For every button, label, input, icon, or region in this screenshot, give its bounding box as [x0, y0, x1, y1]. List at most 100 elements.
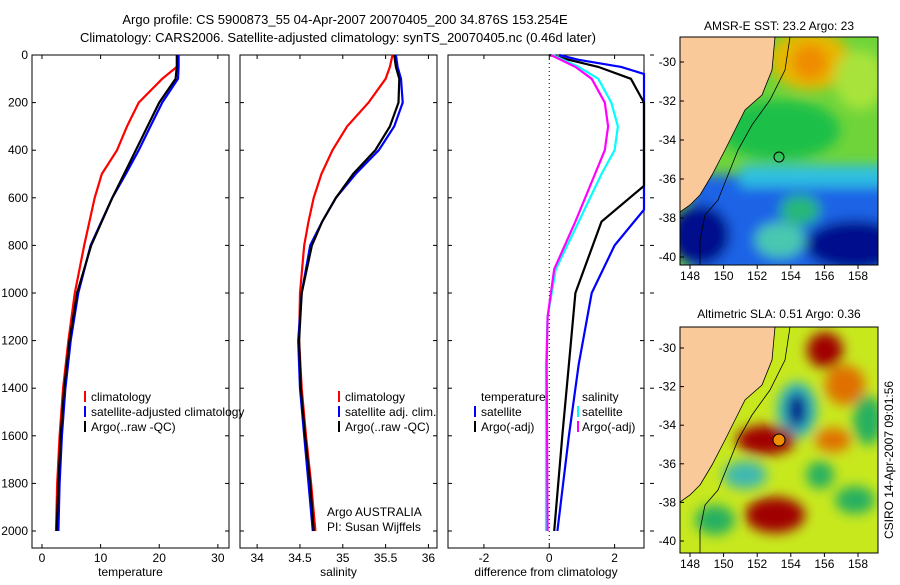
x-axis-label: temperature — [98, 565, 163, 579]
legend-label: satellite adj. clim. — [345, 405, 436, 419]
legend-marker-sal-argo — [577, 421, 579, 432]
lon-tick-label: 150 — [714, 269, 734, 283]
x-tick-label: 30 — [211, 551, 225, 565]
x-tick-label: -2 — [479, 551, 490, 565]
legend-marker-argo — [84, 421, 86, 432]
x-axis-label: difference from climatology — [474, 565, 617, 579]
legend-marker-satellite — [338, 406, 340, 417]
x-tick-label: 34.5 — [288, 551, 312, 565]
legend-marker-climatology — [338, 391, 340, 402]
panel-1: 0 200 400 600 800 1000 1200 1400 1600 1800 2000 0 10… — [1, 48, 230, 579]
legend-marker-climatology — [84, 391, 86, 402]
legend-label: satellite — [582, 405, 623, 419]
lat-tick-label: -38 — [659, 495, 677, 509]
y-tick-label: 1000 — [1, 286, 28, 300]
series-temperature-satellite — [556, 53, 646, 532]
axes-frame — [239, 54, 438, 549]
sst-map — [680, 37, 878, 265]
legend-title-salinity: salinity — [582, 390, 619, 404]
legend-marker-sal-satellite — [577, 406, 579, 417]
land — [680, 37, 776, 213]
lat-tick-label: -30 — [659, 55, 677, 69]
legend-label: Argo(..raw -QC) — [91, 420, 176, 434]
lon-tick-label: 154 — [781, 557, 801, 571]
x-tick-label: 0 — [546, 551, 553, 565]
legend-salinity: climatology satellite adj. clim. Argo(..… — [327, 390, 436, 534]
legend-temperature: climatology satellite-adjusted climatolo… — [84, 390, 244, 434]
lon-tick-label: 158 — [848, 557, 868, 571]
lat-tick-label: -32 — [659, 94, 677, 108]
legend-title-temperature: temperature — [481, 390, 546, 404]
x-tick-label: 10 — [94, 551, 108, 565]
y-tick-label: 200 — [8, 96, 28, 110]
sla-map — [680, 327, 878, 553]
lon-tick-label: 156 — [814, 557, 834, 571]
lat-tick-label: -36 — [659, 457, 677, 471]
footer-credit: CSIRO 14-Apr-2007 09:01:56 — [882, 381, 896, 539]
sla-map-frame — [679, 326, 879, 554]
lat-tick-label: -34 — [659, 418, 677, 432]
lon-tick-label: 152 — [747, 557, 767, 571]
legend-label: climatology — [345, 390, 405, 404]
lon-tick-label: 152 — [747, 269, 767, 283]
y-tick-label: 1400 — [1, 381, 28, 395]
lat-tick-label: -40 — [659, 534, 677, 548]
lat-tick-label: -38 — [659, 211, 677, 225]
lon-tick-label: 156 — [814, 269, 834, 283]
float-marker — [773, 151, 785, 163]
y-tick-label: 2000 — [1, 524, 28, 538]
x-tick-label: 36 — [422, 551, 436, 565]
shelf-contour — [699, 37, 791, 265]
lat-tick-label: -40 — [659, 250, 677, 264]
x-tick-label: 34 — [250, 551, 264, 565]
figure-title: Argo profile: CS 5900873_55 04-Apr-2007 … — [122, 12, 568, 27]
lat-tick-label: -36 — [659, 172, 677, 186]
legend-label: satellite — [481, 405, 522, 419]
annotation-argo-australia: Argo AUSTRALIA — [327, 505, 422, 519]
series-argo-raw-qc- — [297, 54, 401, 532]
sst-map-title: AMSR-E SST: 23.2 Argo: 23 — [704, 19, 854, 33]
legend-label: climatology — [91, 390, 151, 404]
y-tick-label: 0 — [21, 48, 28, 62]
sla-map-title: Altimetric SLA: 0.51 Argo: 0.36 — [697, 307, 861, 321]
axes-frame — [31, 54, 230, 549]
annotation-pi: PI: Susan Wijffels — [327, 520, 421, 534]
lon-tick-label: 150 — [714, 557, 734, 571]
legend-marker-satellite — [84, 406, 86, 417]
series-temperature-argo-adj- — [549, 53, 646, 532]
lat-tick-label: -34 — [659, 133, 677, 147]
sst-map-frame — [679, 36, 879, 266]
legend-marker-temp-argo — [474, 421, 476, 432]
lat-tick-label: -32 — [659, 380, 677, 394]
x-tick-label: 0 — [39, 551, 46, 565]
legend-marker-temp-satellite — [474, 406, 476, 417]
lon-tick-label: 158 — [848, 269, 868, 283]
panel-2: 34 34.5 35 35.5 36 salinity — [239, 54, 438, 579]
y-tick-label: 600 — [8, 191, 28, 205]
shelf-contour — [699, 327, 791, 553]
legend-label: satellite-adjusted climatology — [91, 405, 244, 419]
lon-tick-label: 148 — [680, 557, 700, 571]
lat-tick-label: -30 — [659, 341, 677, 355]
x-tick-label: 20 — [153, 551, 167, 565]
land — [680, 327, 776, 503]
series-salinity-argo-adj- — [545, 54, 610, 532]
lon-tick-label: 154 — [781, 269, 801, 283]
y-tick-label: 400 — [8, 143, 28, 157]
y-tick-label: 1800 — [1, 476, 28, 490]
x-tick-label: 2 — [611, 551, 618, 565]
figure-subtitle: Climatology: CARS2006. Satellite-adjuste… — [80, 30, 596, 45]
y-tick-label: 1600 — [1, 429, 28, 443]
legend-marker-argo — [338, 421, 340, 432]
legend-label: Argo(-adj) — [582, 420, 635, 434]
lon-tick-label: 148 — [680, 269, 700, 283]
x-axis-label: salinity — [320, 565, 357, 579]
float-marker — [772, 433, 786, 447]
series-argo-raw-qc- — [55, 55, 178, 532]
legend-label: Argo(..raw -QC) — [345, 420, 430, 434]
